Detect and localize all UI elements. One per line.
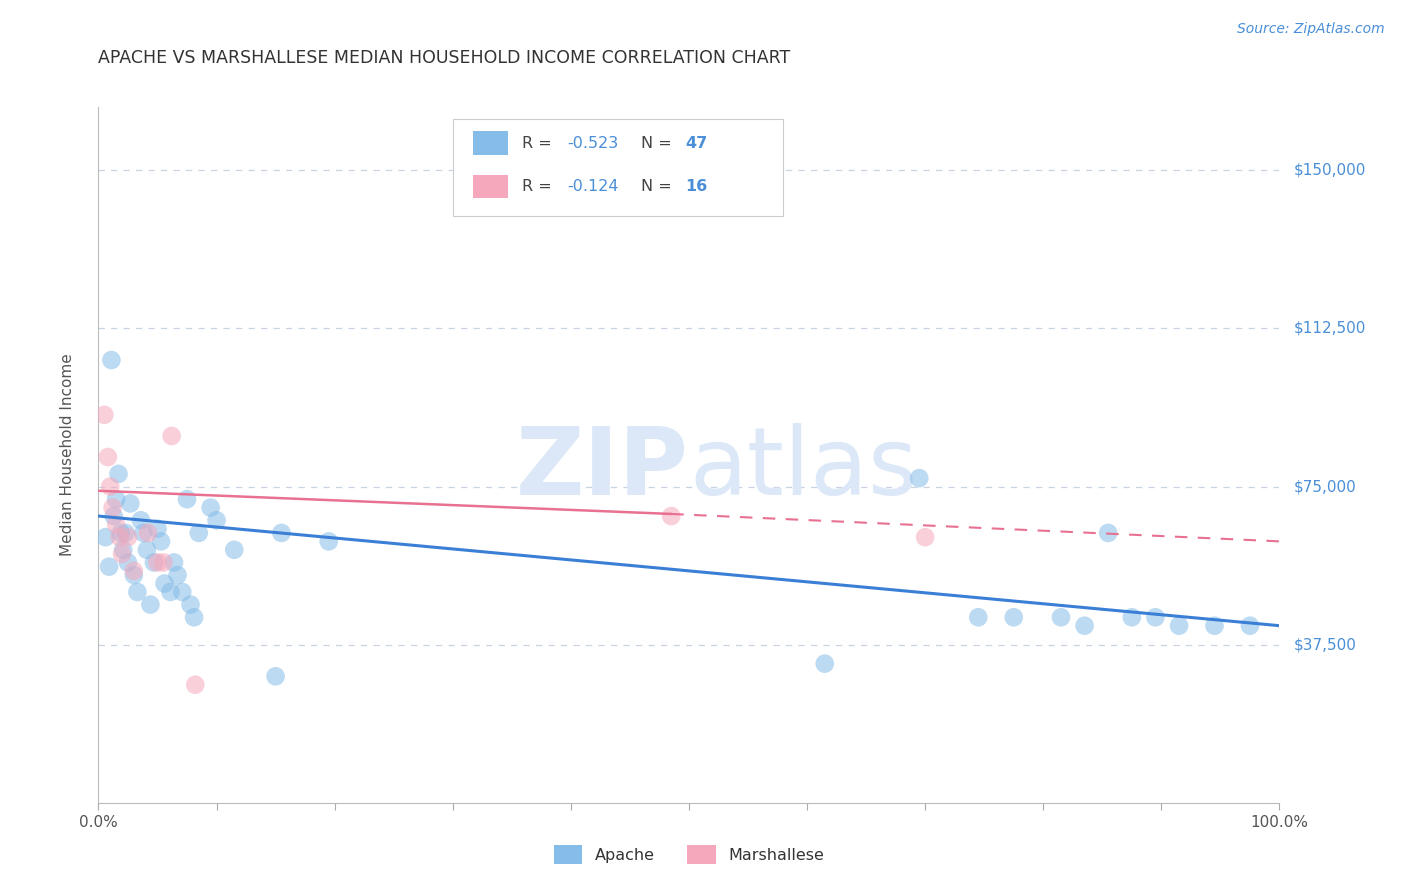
Text: N =: N = [641, 179, 676, 194]
Point [105, 517, 128, 532]
Point [153, 576, 176, 591]
Point [122, 564, 145, 578]
Point [1168, 618, 1191, 632]
Point [163, 556, 186, 570]
Text: R =: R = [523, 136, 557, 151]
Text: $75,000: $75,000 [1294, 479, 1357, 494]
Point [101, 500, 124, 515]
FancyBboxPatch shape [453, 119, 783, 216]
Point [814, 657, 837, 671]
Point [1073, 618, 1095, 632]
Point [105, 492, 128, 507]
Point [318, 534, 340, 549]
Point [93, 408, 115, 422]
Point [172, 585, 194, 599]
Point [270, 525, 292, 540]
Point [1050, 610, 1073, 624]
Legend: Apache, Marshallese: Apache, Marshallese [554, 845, 824, 864]
FancyBboxPatch shape [472, 175, 508, 198]
Point [94, 530, 117, 544]
Point [187, 525, 209, 540]
Text: -0.523: -0.523 [567, 136, 619, 151]
Point [132, 525, 155, 540]
Text: Source: ZipAtlas.com: Source: ZipAtlas.com [1237, 22, 1385, 37]
Point [127, 585, 149, 599]
Text: R =: R = [523, 179, 557, 194]
Point [103, 509, 125, 524]
Point [122, 568, 145, 582]
Point [176, 492, 198, 507]
Point [139, 598, 162, 612]
Point [264, 669, 287, 683]
Point [180, 598, 202, 612]
Point [129, 513, 152, 527]
Text: -0.124: -0.124 [567, 179, 619, 194]
Point [160, 429, 183, 443]
Point [166, 568, 188, 582]
Point [150, 534, 173, 549]
Text: $112,500: $112,500 [1294, 321, 1365, 336]
Point [205, 513, 228, 527]
Point [146, 522, 169, 536]
Text: 16: 16 [685, 179, 707, 194]
Point [100, 353, 122, 368]
Point [98, 559, 121, 574]
Point [117, 530, 139, 544]
Text: ZIP: ZIP [516, 423, 689, 515]
Point [107, 467, 129, 481]
Point [659, 509, 682, 524]
Point [224, 542, 246, 557]
Text: N =: N = [641, 136, 676, 151]
Point [98, 479, 121, 493]
Point [1002, 610, 1025, 624]
Point [1144, 610, 1167, 624]
Point [114, 525, 136, 540]
Point [908, 471, 931, 485]
Point [112, 542, 135, 557]
Text: $150,000: $150,000 [1294, 163, 1365, 178]
Point [111, 547, 134, 561]
Point [1239, 618, 1261, 632]
Point [183, 610, 205, 624]
Text: $37,500: $37,500 [1294, 637, 1357, 652]
Point [152, 556, 174, 570]
Point [1097, 525, 1119, 540]
Point [146, 556, 169, 570]
Point [136, 525, 159, 540]
Text: atlas: atlas [689, 423, 917, 515]
Text: 47: 47 [685, 136, 707, 151]
Point [142, 556, 165, 570]
Point [97, 450, 120, 464]
Point [110, 525, 132, 540]
Y-axis label: Median Household Income: Median Household Income [60, 353, 75, 557]
Point [184, 678, 207, 692]
Point [1121, 610, 1143, 624]
Point [108, 530, 131, 544]
Point [967, 610, 990, 624]
Point [159, 585, 181, 599]
Point [200, 500, 222, 515]
Text: APACHE VS MARSHALLESE MEDIAN HOUSEHOLD INCOME CORRELATION CHART: APACHE VS MARSHALLESE MEDIAN HOUSEHOLD I… [98, 49, 790, 67]
FancyBboxPatch shape [472, 131, 508, 155]
Point [1204, 618, 1226, 632]
Point [914, 530, 936, 544]
Point [120, 496, 142, 510]
Point [117, 556, 139, 570]
Point [135, 542, 157, 557]
